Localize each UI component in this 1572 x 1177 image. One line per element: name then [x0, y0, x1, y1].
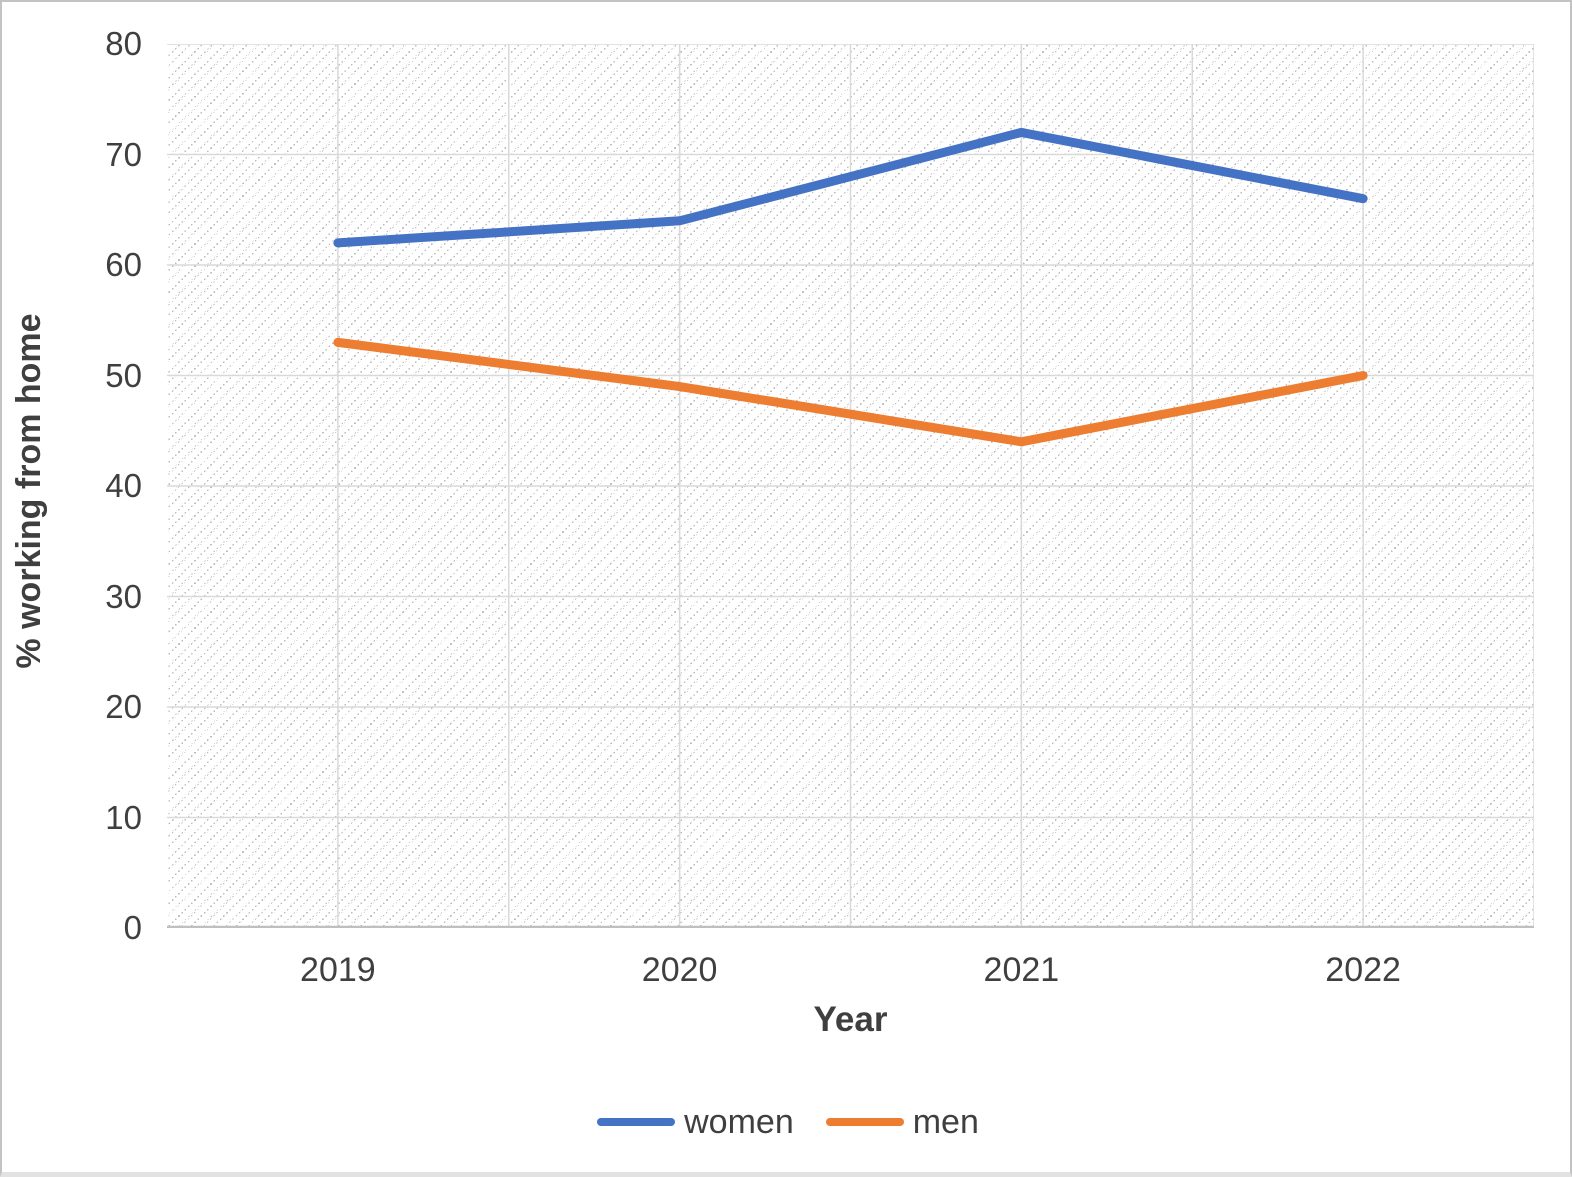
x-tick-label: 2020: [641, 951, 718, 989]
legend-entry-women: women: [597, 1103, 794, 1142]
plot-area: [167, 44, 1534, 928]
y-tick-label: 30: [105, 577, 142, 615]
x-axis-title: Year: [813, 1000, 888, 1039]
y-tick-label: 10: [105, 798, 142, 836]
legend: women men: [2, 1098, 1570, 1146]
legend-label: men: [912, 1102, 979, 1141]
y-tick-label: 50: [105, 356, 142, 394]
x-tick-label: 2019: [300, 951, 376, 989]
plot-canvas: [167, 44, 1534, 928]
y-tick-label: 70: [105, 135, 142, 173]
y-tick-label: 20: [105, 688, 142, 725]
series-line-women: [333, 127, 1368, 248]
x-tick-label: 2022: [1325, 951, 1401, 989]
legend-entry-men: men: [825, 1102, 979, 1142]
y-tick-label: 0: [123, 909, 142, 946]
y-tick-label: 60: [105, 246, 142, 283]
series-line-men: [333, 337, 1368, 447]
x-tick-label: 2021: [983, 951, 1060, 989]
legend-line-sample-icon: [597, 1118, 676, 1126]
legend-line-sample-icon: [825, 1118, 904, 1126]
legend-label: women: [684, 1102, 794, 1141]
y-tick-label: 80: [105, 25, 142, 62]
y-tick-label: 40: [105, 467, 142, 504]
